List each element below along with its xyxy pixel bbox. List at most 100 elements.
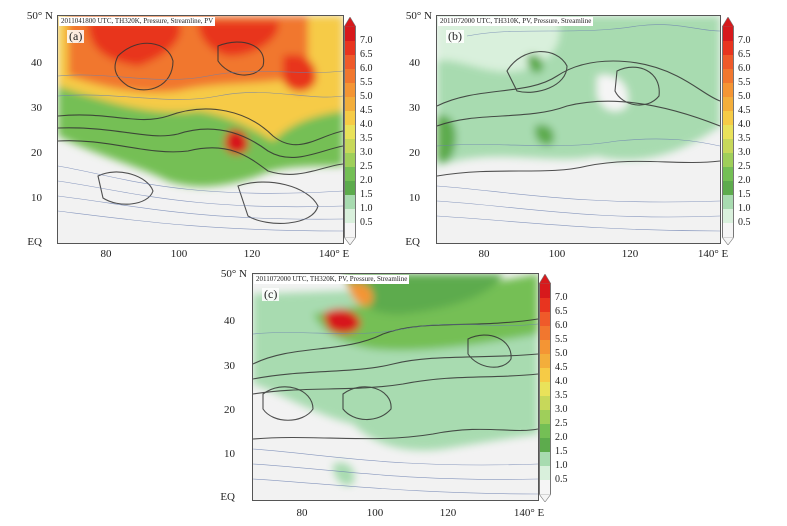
colorbar-segment (539, 368, 551, 382)
colorbar-segment (539, 438, 551, 452)
colorbar-tick-label: 2.0 (360, 175, 373, 186)
panel-a-label: (a) (67, 29, 85, 43)
colorbar-segment (344, 111, 356, 125)
panel-b-pv-field (437, 16, 720, 243)
lat-label: EQ (27, 236, 42, 248)
colorbar-segment (539, 354, 551, 368)
colorbar-bottom-arrow (539, 494, 551, 502)
colorbar-tick-label: 7.0 (555, 292, 568, 303)
lon-label: 80 (296, 507, 308, 519)
colorbar-tick-label: 2.0 (738, 175, 751, 186)
lat-label: 40 (224, 315, 235, 327)
colorbar-tick-label: 1.0 (360, 203, 373, 214)
lat-label: 30 (31, 102, 42, 114)
panel-c-map: 2011072000 UTC, TH320K, PV, Pressure, St… (252, 273, 539, 501)
lat-label: EQ (405, 236, 420, 248)
colorbar-tick-label: 6.0 (738, 63, 751, 74)
lat-label: 50° N (405, 10, 432, 22)
panel-c-header: 2011072000 UTC, TH320K, PV, Pressure, St… (254, 275, 410, 284)
colorbar-segment (722, 209, 734, 223)
lat-label: 20 (224, 404, 235, 416)
colorbar-tick-label: 2.5 (555, 418, 568, 429)
colorbar-segment (344, 125, 356, 139)
colorbar-tick-label: 4.5 (360, 105, 373, 116)
colorbar-segment (722, 27, 734, 41)
lon-label: 120 (243, 248, 261, 260)
lon-label: 100 (366, 507, 384, 519)
colorbar-tick-label: 2.5 (738, 161, 751, 172)
lon-label: 80 (478, 248, 490, 260)
colorbar-tick-label: 1.5 (738, 189, 751, 200)
lat-label: 10 (409, 192, 420, 204)
lon-label: 120 (439, 507, 457, 519)
colorbar-tick-label: 4.0 (360, 119, 373, 130)
colorbar-segment (539, 424, 551, 438)
colorbar-tick-label: 3.0 (555, 404, 568, 415)
colorbar-tick-label: 5.0 (555, 348, 568, 359)
panel-b-header: 2011072000 UTC, TH310K, PV, Pressure, St… (438, 17, 594, 26)
colorbar-bottom-arrow (344, 237, 356, 245)
colorbar-segment (344, 167, 356, 181)
panel-c-pv-field (253, 274, 538, 500)
colorbar-tick-label: 1.0 (738, 203, 751, 214)
lat-label: 50° N (220, 268, 247, 280)
colorbar-segment (722, 69, 734, 83)
colorbar-top-arrow (344, 17, 356, 27)
lat-label: 30 (224, 360, 235, 372)
colorbar-tick-label: 5.5 (360, 77, 373, 88)
panel-c-colorbar: 7.0 6.5 6.0 5.5 5.0 4.5 4.0 3.5 3.0 2.5 2.0 1.5 1.0 0… (539, 274, 568, 502)
colorbar-segment (344, 223, 356, 237)
colorbar-tick-label: 2.0 (555, 432, 568, 443)
colorbar-segment (539, 284, 551, 298)
panel-a-pv-field (58, 16, 343, 243)
colorbar-segment (344, 97, 356, 111)
colorbar-segment (722, 223, 734, 237)
lat-label: 10 (224, 448, 235, 460)
colorbar-top-arrow (722, 17, 734, 27)
lon-label: 80 (100, 248, 112, 260)
colorbar-tick-label: 3.5 (555, 390, 568, 401)
lon-label: 140° E (318, 248, 350, 260)
lat-label: 10 (31, 192, 42, 204)
colorbar-tick-label: 4.5 (738, 105, 751, 116)
colorbar-segment (539, 298, 551, 312)
colorbar-tick-label: 4.0 (555, 376, 568, 387)
colorbar-segment (344, 195, 356, 209)
colorbar-segment (722, 55, 734, 69)
colorbar-segment (539, 396, 551, 410)
colorbar-segment (722, 195, 734, 209)
colorbar-segment (344, 41, 356, 55)
colorbar-segment (539, 466, 551, 480)
colorbar-segment (722, 111, 734, 125)
colorbar-segment (344, 181, 356, 195)
colorbar-tick-label: 4.0 (738, 119, 751, 130)
colorbar-segment (344, 83, 356, 97)
colorbar-tick-label: 1.5 (360, 189, 373, 200)
lon-label: 100 (548, 248, 566, 260)
colorbar-tick-label: 6.0 (360, 63, 373, 74)
colorbar-segment (344, 69, 356, 83)
colorbar-segment (344, 139, 356, 153)
lat-label: 50° N (26, 10, 53, 22)
colorbar-tick-label: 5.0 (738, 91, 751, 102)
colorbar-tick-label: 0.5 (555, 474, 568, 485)
colorbar-tick-label: 0.5 (738, 217, 751, 228)
colorbar-segment (722, 125, 734, 139)
colorbar-segment (539, 382, 551, 396)
lat-label: 20 (31, 147, 42, 159)
colorbar-tick-label: 7.0 (360, 35, 373, 46)
lon-label: 140° E (513, 507, 545, 519)
colorbar-segment (344, 153, 356, 167)
colorbar-tick-label: 7.0 (738, 35, 751, 46)
colorbar-tick-label: 6.5 (738, 49, 751, 60)
colorbar-tick-label: 5.0 (360, 91, 373, 102)
colorbar-tick-label: 6.0 (555, 320, 568, 331)
colorbar-segment (722, 139, 734, 153)
panel-c-label: (c) (262, 287, 280, 301)
colorbar-segment (539, 340, 551, 354)
lat-label: 40 (409, 57, 420, 69)
lon-label: 100 (170, 248, 188, 260)
colorbar-segment (539, 312, 551, 326)
lon-label: 120 (621, 248, 639, 260)
colorbar-segment (344, 27, 356, 41)
